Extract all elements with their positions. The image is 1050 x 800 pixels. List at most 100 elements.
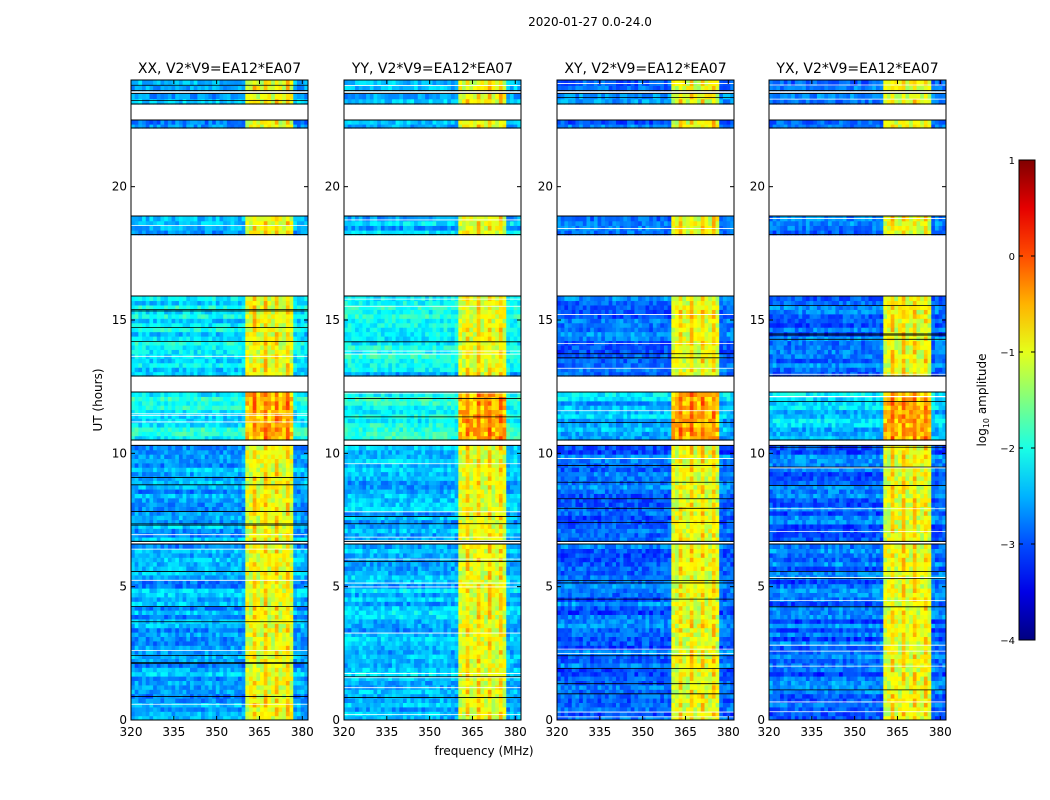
- heatmap-cell: [237, 640, 243, 646]
- heatmap-cell: [145, 706, 151, 712]
- heatmap-cell: [271, 445, 276, 451]
- heatmap-cell: [289, 676, 294, 681]
- heatmap-cell: [149, 488, 154, 494]
- heatmap-cell: [271, 462, 276, 468]
- heatmap-cell: [289, 610, 294, 615]
- heatmap-cell: [149, 449, 154, 455]
- heatmap-cell: [241, 405, 246, 411]
- heatmap-cell: [171, 445, 176, 451]
- heatmap-cell: [304, 409, 308, 415]
- heatmap-cell: [145, 405, 151, 411]
- heatmap-cell: [263, 396, 269, 402]
- heatmap-cell: [149, 654, 154, 659]
- heatmap-cell: [263, 475, 269, 481]
- heatmap-cell: [278, 336, 283, 342]
- heatmap-cell: [271, 484, 276, 490]
- heatmap-cell: [204, 614, 210, 620]
- heatmap-cell: [190, 510, 195, 516]
- heatmap-cell: [285, 548, 291, 554]
- heatmap-cell: [167, 322, 173, 328]
- heatmap-cell: [215, 640, 221, 646]
- heatmap-cell: [153, 493, 158, 499]
- heatmap-cell: [204, 640, 210, 646]
- heatmap-cell: [215, 358, 221, 364]
- heatmap-cell: [178, 702, 184, 708]
- heatmap-cell: [267, 667, 272, 673]
- heatmap-cell: [208, 124, 213, 129]
- heatmap-cell: [234, 488, 239, 494]
- heatmap-cell: [237, 309, 243, 315]
- heatmap-cell: [149, 636, 154, 642]
- heatmap-cell: [296, 523, 302, 529]
- heatmap-cell: [300, 120, 305, 125]
- heatmap-cell: [256, 392, 261, 397]
- heatmap-cell: [241, 627, 246, 633]
- heatmap-cell: [304, 362, 308, 368]
- heatmap-cell: [278, 623, 283, 629]
- heatmap-cell: [208, 548, 213, 554]
- heatmap-cell: [134, 579, 139, 585]
- heatmap-cell: [304, 502, 308, 508]
- heatmap-cell: [282, 98, 287, 105]
- heatmap-cell: [208, 667, 213, 673]
- heatmap-cell: [226, 632, 232, 637]
- heatmap-cell: [249, 322, 254, 328]
- heatmap-cell: [186, 422, 191, 428]
- heatmap-cell: [153, 344, 158, 350]
- heatmap-cell: [241, 588, 246, 593]
- heatmap-cell: [304, 435, 308, 441]
- heatmap-cell: [215, 480, 221, 486]
- heatmap-cell: [293, 449, 298, 455]
- heatmap-cell: [186, 296, 191, 302]
- heatmap-cell: [171, 93, 176, 100]
- heatmap-cell: [131, 309, 136, 315]
- heatmap-cell: [304, 510, 308, 516]
- heatmap-cell: [252, 458, 257, 464]
- heatmap-cell: [178, 418, 184, 424]
- heatmap-cell: [226, 715, 232, 720]
- heatmap-cell: [131, 706, 136, 712]
- heatmap-cell: [134, 623, 139, 629]
- heatmap-cell: [131, 715, 136, 720]
- heatmap-cell: [219, 449, 224, 455]
- heatmap-cell: [304, 480, 308, 486]
- heatmap-cell: [256, 523, 261, 529]
- heatmap-cell: [149, 340, 154, 346]
- heatmap-cell: [197, 367, 202, 373]
- heatmap-cell: [193, 445, 198, 451]
- heatmap-cell: [145, 85, 151, 92]
- heatmap-cell: [245, 454, 250, 460]
- heatmap-cell: [304, 484, 308, 490]
- heatmap-cell: [178, 220, 184, 226]
- heatmap-cell: [274, 340, 280, 346]
- heatmap-cell: [212, 467, 217, 473]
- heatmap-cell: [131, 519, 136, 525]
- heatmap-cell: [252, 422, 257, 428]
- heatmap-cell: [164, 561, 169, 567]
- heatmap-cell: [293, 711, 298, 717]
- heatmap-cell: [131, 85, 136, 92]
- heatmap-cell: [285, 583, 291, 589]
- heatmap-cell: [263, 502, 269, 508]
- heatmap-cell: [131, 426, 136, 432]
- heatmap-cell: [219, 515, 224, 521]
- heatmap-cell: [193, 497, 198, 503]
- heatmap-cell: [160, 362, 165, 368]
- heatmap-cell: [160, 640, 165, 646]
- heatmap-cell: [304, 98, 308, 105]
- heatmap-cell: [282, 313, 287, 319]
- heatmap-cell: [160, 400, 165, 406]
- heatmap-cell: [278, 548, 283, 554]
- heatmap-cell: [300, 216, 305, 222]
- heatmap-cell: [234, 454, 239, 460]
- heatmap-cell: [164, 309, 169, 315]
- heatmap-cell: [204, 706, 210, 712]
- heatmap-cell: [245, 627, 250, 633]
- heatmap-cell: [274, 605, 280, 611]
- heatmap-cell: [293, 519, 298, 525]
- heatmap-cell: [285, 488, 291, 494]
- heatmap-cell: [208, 515, 213, 521]
- heatmap-cell: [201, 467, 206, 473]
- heatmap-cell: [145, 331, 151, 337]
- heatmap-cell: [145, 362, 151, 368]
